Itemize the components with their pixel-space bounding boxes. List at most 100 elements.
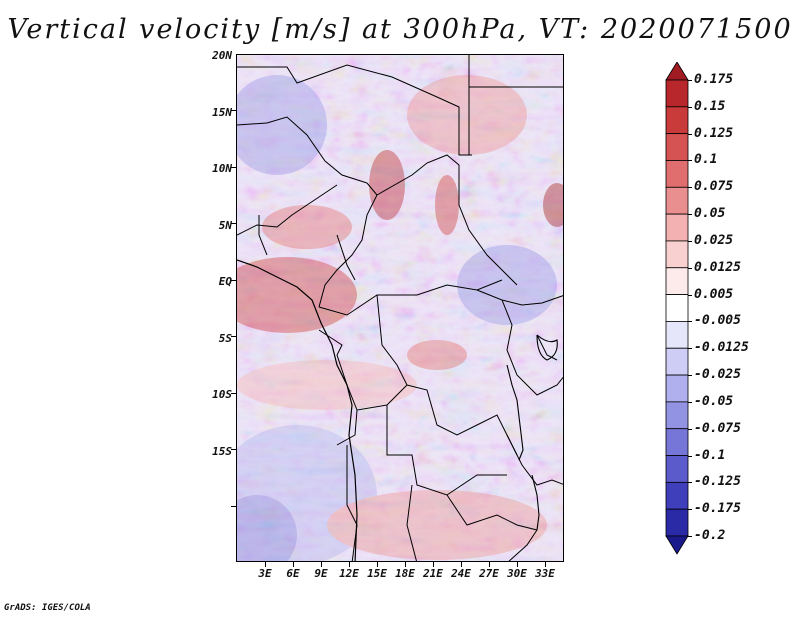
colorbar-segment <box>665 508 689 537</box>
colorbar-segment <box>665 106 689 135</box>
colorbar-label: 0.125 <box>694 125 734 141</box>
coastline <box>237 259 358 561</box>
colorbar-label: 0.15 <box>694 98 726 114</box>
colorbar-tick <box>688 294 692 296</box>
lat-tick <box>231 506 236 507</box>
colorbar-label: 0.075 <box>694 179 734 195</box>
colorbar-tick <box>688 509 692 511</box>
colorbar-tick <box>688 187 692 189</box>
lon-tick <box>349 562 350 567</box>
lat-label: 5N <box>218 219 232 232</box>
colorbar-segment <box>665 213 689 242</box>
colorbar-label: 0.05 <box>694 206 726 222</box>
lon-label: 3E <box>258 567 272 580</box>
colorbar-label: 0.0125 <box>694 259 741 275</box>
colorbar-overflow-bottom <box>665 535 689 555</box>
colorbar-segment <box>665 428 689 456</box>
lon-tick <box>265 562 266 567</box>
lat-tick <box>231 110 236 111</box>
colorbar-label: 0.005 <box>694 286 734 302</box>
lon-tick <box>545 562 546 567</box>
colorbar-tick <box>688 375 692 377</box>
colorbar-label: -0.005 <box>694 313 741 329</box>
colorbar-segment <box>665 455 689 483</box>
lon-label: 9E <box>314 567 328 580</box>
colorbar-segment <box>665 240 689 269</box>
velocity-field <box>237 55 563 561</box>
lat-tick <box>231 336 236 337</box>
colorbar-tick <box>688 536 692 537</box>
colorbar-label: -0.125 <box>694 474 741 490</box>
colorbar-tick <box>688 106 692 108</box>
colorbar-segment <box>665 347 689 376</box>
lon-tick <box>377 562 378 567</box>
lon-label: 15E <box>367 567 387 580</box>
colorbar-segment <box>665 321 689 349</box>
colorbar-segment <box>665 481 689 510</box>
colorbar-tick <box>688 482 692 484</box>
lat-tick <box>231 223 236 224</box>
colorbar-tick <box>688 80 692 81</box>
colorbar-tick <box>688 321 692 323</box>
lat-label: 15N <box>212 106 232 119</box>
colorbar-tick <box>688 160 692 162</box>
colorbar-label: -0.175 <box>694 501 741 517</box>
colorbar-label: -0.0125 <box>694 340 749 356</box>
colorbar-overflow-top <box>665 62 689 81</box>
colorbar-tick <box>688 214 692 216</box>
colorbar-label: -0.2 <box>694 528 726 543</box>
lat-label: 5S <box>218 332 232 345</box>
lon-label: 27E <box>479 567 499 580</box>
colorbar <box>665 62 689 555</box>
colorbar-label: -0.075 <box>694 420 741 436</box>
colorbar-label: -0.1 <box>694 447 726 463</box>
colorbar-tick <box>688 267 692 269</box>
colorbar-segment <box>665 133 689 161</box>
lat-tick <box>231 167 236 168</box>
colorbar-segment <box>665 160 689 188</box>
grads-credit: GrADS: IGES/COLA <box>4 603 91 613</box>
lat-label: 20N <box>212 49 232 62</box>
colorbar-tick <box>688 240 692 242</box>
colorbar-tick <box>688 133 692 135</box>
colorbar-segment <box>665 186 689 215</box>
country-borders <box>237 55 563 561</box>
colorbar-label: -0.05 <box>694 393 734 409</box>
map-title: Vertical velocity [m/s] at 300hPa, VT: 2… <box>7 14 793 45</box>
colorbar-tick <box>688 348 692 350</box>
colorbar-label: 0.025 <box>694 232 734 248</box>
lat-label: 10N <box>212 162 232 175</box>
lat-label: 15S <box>212 445 232 458</box>
colorbar-tick <box>688 401 692 403</box>
colorbar-label: 0.1 <box>694 152 718 168</box>
colorbar-segment <box>665 401 689 430</box>
colorbar-segment <box>665 267 689 295</box>
colorbar-label: 0.175 <box>694 72 734 87</box>
colorbar-tick <box>688 428 692 430</box>
lon-tick <box>433 562 434 567</box>
lon-label: 24E <box>451 567 471 580</box>
map-plot-area <box>236 54 564 562</box>
lon-label: 30E <box>507 567 527 580</box>
lon-tick <box>293 562 294 567</box>
lon-tick <box>489 562 490 567</box>
lon-tick <box>517 562 518 567</box>
lat-tick <box>231 449 236 450</box>
lon-label: 21E <box>423 567 443 580</box>
lon-label: 12E <box>339 567 359 580</box>
colorbar-label: -0.025 <box>694 367 741 383</box>
lon-tick <box>461 562 462 567</box>
lon-label: 18E <box>395 567 415 580</box>
lon-tick <box>321 562 322 567</box>
lat-label: 10S <box>212 388 232 401</box>
colorbar-segment <box>665 374 689 403</box>
colorbar-segment <box>665 79 689 108</box>
colorbar-tick <box>688 455 692 457</box>
lat-tick <box>231 393 236 394</box>
colorbar-segment <box>665 294 689 322</box>
lat-tick <box>231 280 236 281</box>
lon-label: 6E <box>286 567 300 580</box>
field-streaks <box>237 55 563 561</box>
lat-label: EQ <box>218 275 232 288</box>
lon-label: 33E <box>535 567 555 580</box>
